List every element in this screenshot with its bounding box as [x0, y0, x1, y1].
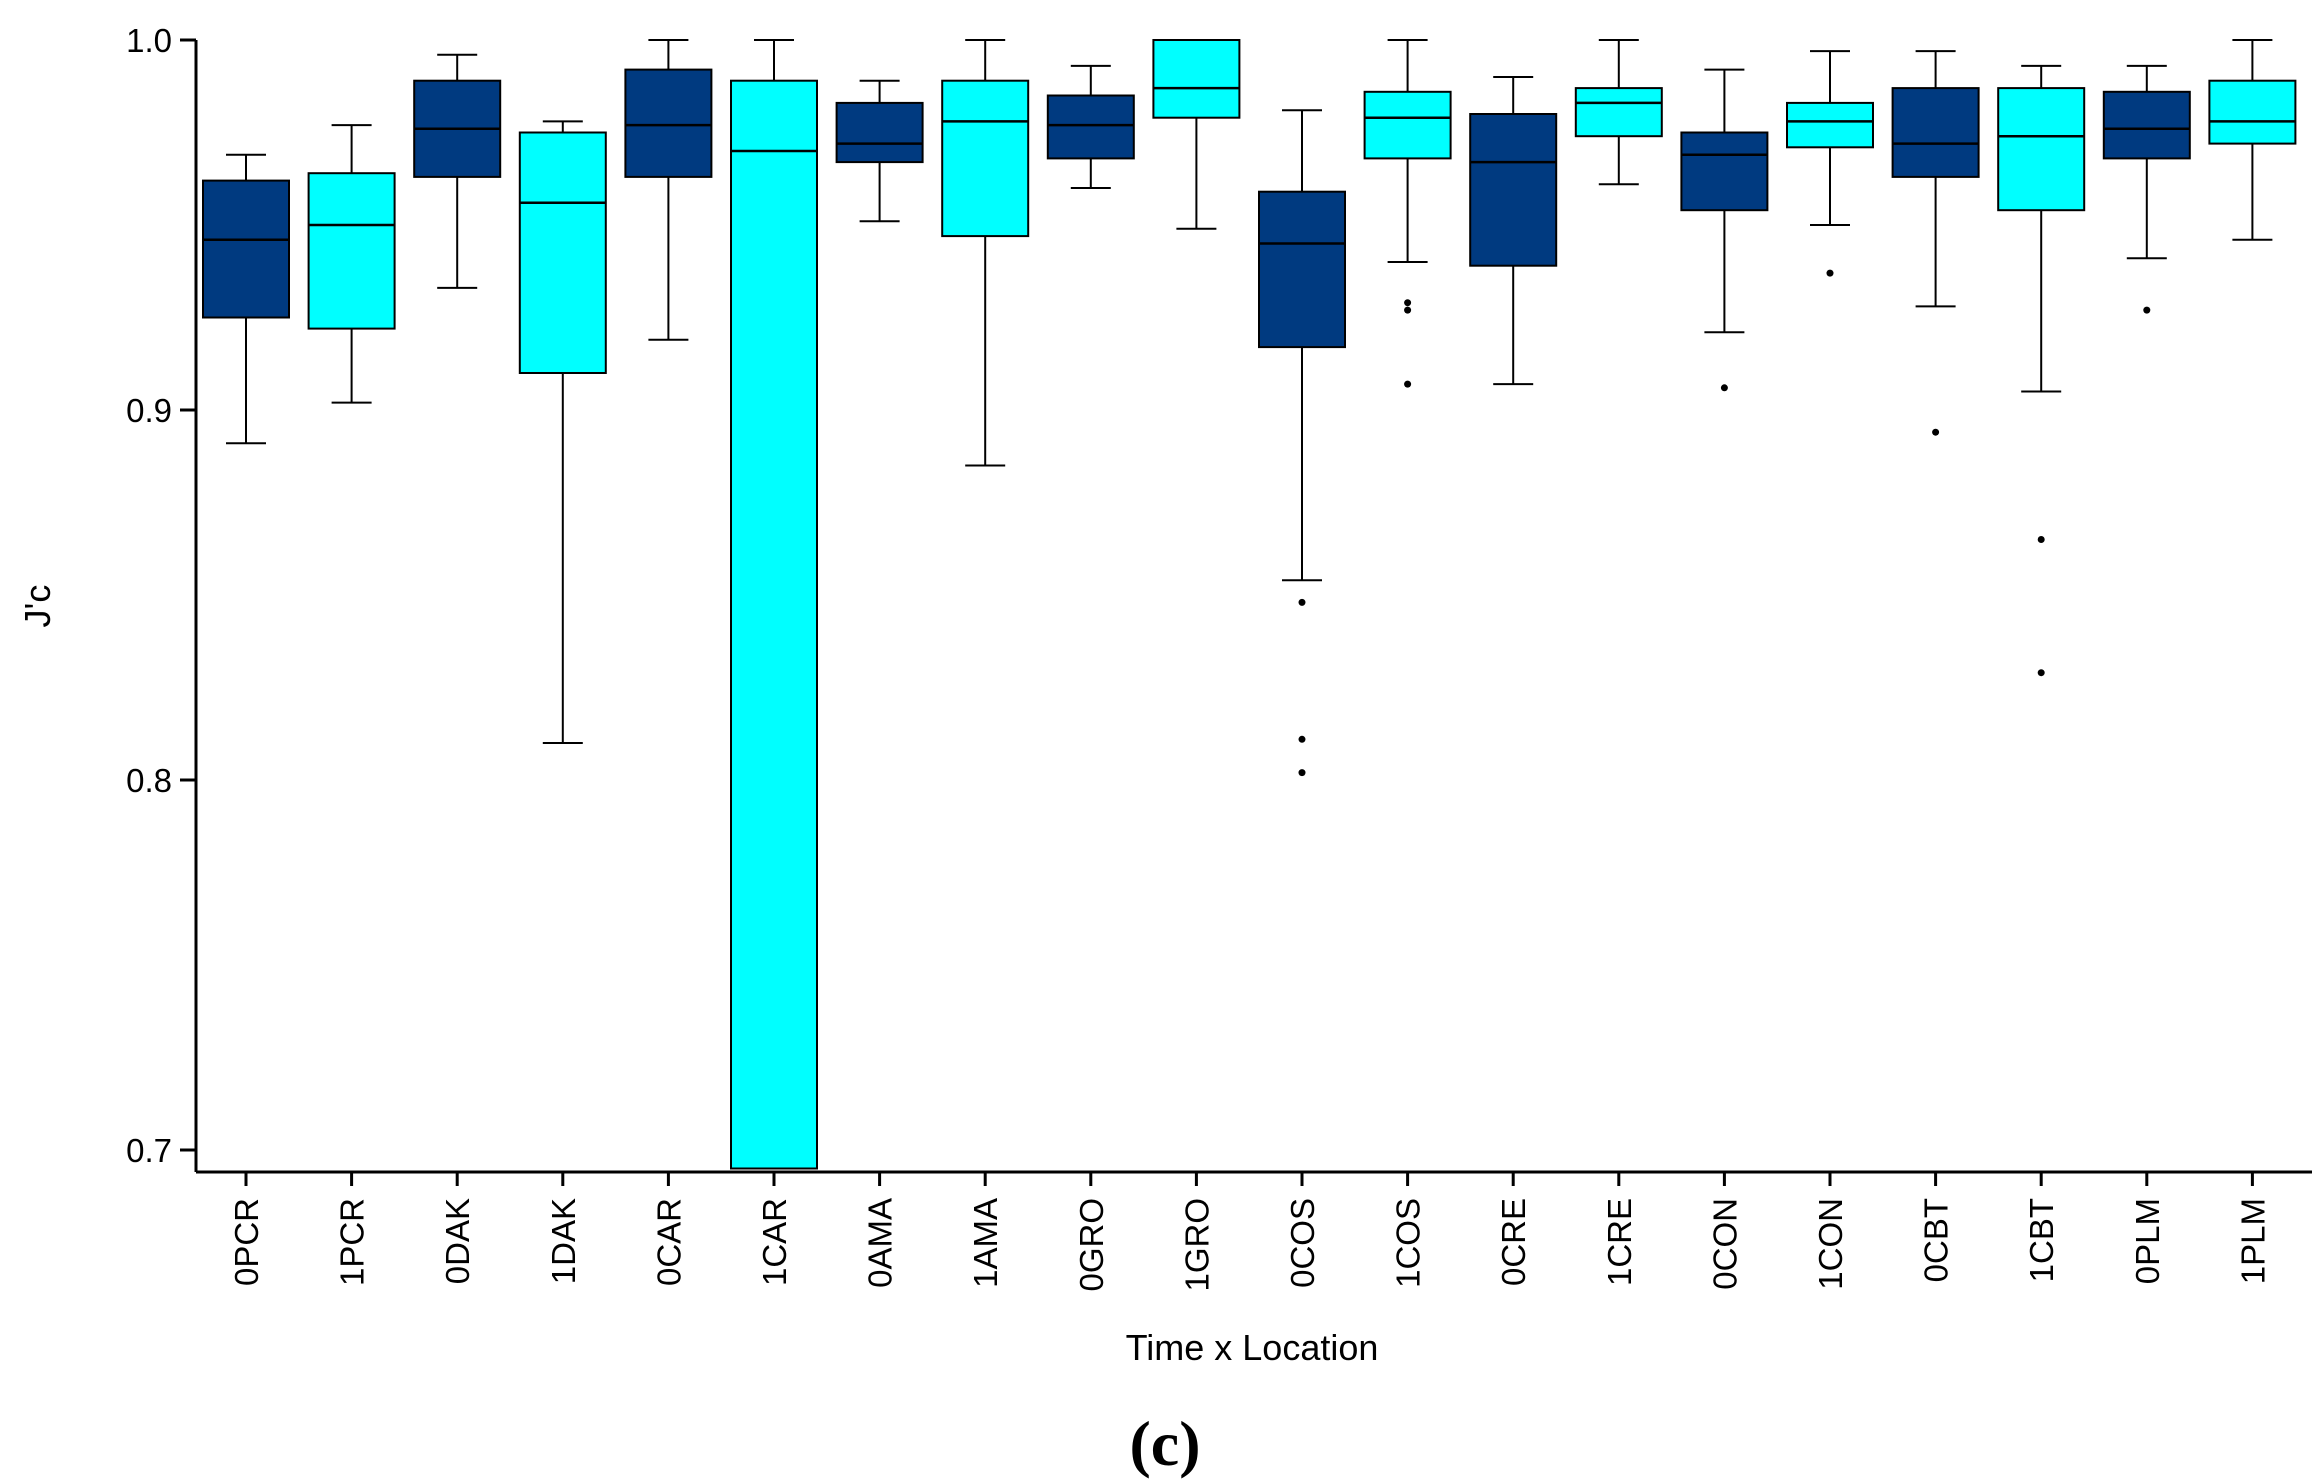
box-body [1152, 39, 1241, 119]
x-tick-label: 1CAR [756, 1198, 793, 1286]
x-tick-label: 0PLM [2129, 1198, 2166, 1284]
box-body [835, 101, 924, 164]
box-0con [1680, 68, 1769, 392]
box-1ama [941, 39, 1030, 467]
outlier-point [2037, 669, 2045, 677]
outlier-point [1298, 598, 1306, 606]
axes-layer [194, 40, 2312, 1174]
box-body [1574, 87, 1663, 138]
box-0gro [1046, 64, 1135, 189]
x-tick-label: 1PLM [2234, 1198, 2271, 1284]
box-1plm [2208, 39, 2297, 241]
box-body [730, 79, 818, 1170]
box-0plm [2102, 64, 2191, 314]
x-tick-label: 0CAR [650, 1198, 687, 1286]
x-tick-label: 0CRE [1495, 1198, 1532, 1286]
outlier-point [1298, 735, 1306, 743]
outlier-point [2037, 536, 2045, 543]
outlier-point [1932, 428, 1940, 436]
box-body [1891, 87, 1980, 178]
box-body [941, 79, 1030, 238]
box-0ama [835, 79, 924, 223]
y-tick-label: 0.7 [126, 1132, 172, 1169]
outlier-point [1404, 380, 1412, 388]
box-1con [1786, 50, 1874, 277]
x-tick-label: 1CRE [1601, 1198, 1638, 1286]
outlier-point [1720, 384, 1728, 392]
box-body [1997, 87, 2086, 212]
box-body [2208, 79, 2297, 145]
box-0cre [1469, 76, 1558, 386]
box-0cbt [1891, 50, 1980, 436]
box-body [1786, 101, 1874, 149]
x-tick-label: 0GRO [1073, 1198, 1110, 1292]
x-tick-label: 1GRO [1178, 1198, 1215, 1292]
box-body [307, 172, 396, 330]
box-body [518, 131, 607, 374]
boxes-layer [202, 39, 2297, 1170]
x-tick-label: 0AMA [862, 1198, 899, 1288]
x-tick-label: 1AMA [967, 1198, 1004, 1288]
box-0car [624, 39, 713, 341]
box-1cbt [1997, 64, 2086, 677]
box-0dak [413, 53, 502, 289]
x-tick-label: 1DAK [545, 1198, 582, 1284]
x-tick-label: 0DAK [439, 1198, 476, 1284]
box-1cos [1363, 39, 1452, 388]
box-body [1046, 94, 1135, 160]
box-body [1363, 90, 1452, 160]
box-body [1680, 131, 1769, 212]
box-body [1258, 190, 1346, 349]
box-0pcr [202, 153, 290, 445]
x-tick-label: 1PCR [334, 1198, 371, 1286]
y-tick-label: 0.8 [126, 762, 172, 799]
x-tick-label: 0CBT [1918, 1198, 1955, 1282]
box-body [624, 68, 713, 178]
box-1dak [518, 120, 607, 744]
box-body [202, 179, 290, 319]
outlier-point [2143, 306, 2151, 314]
x-tick-label: 0CON [1706, 1198, 1743, 1290]
box-body [1469, 113, 1558, 267]
x-tick-label: 0PCR [228, 1198, 265, 1286]
box-1cre [1574, 39, 1663, 186]
outlier-point [1404, 306, 1412, 314]
outlier-point [1404, 299, 1412, 307]
box-1gro [1152, 39, 1241, 230]
x-tick-label: 1CON [1812, 1198, 1849, 1290]
box-0cos [1258, 109, 1346, 777]
ticks-layer: 0.7 0.8 0.9 1.0 0PCR 1PCR 0DAK 1DAK 0CAR 1CAR 0AMA… [126, 22, 2271, 1292]
box-1car [730, 39, 818, 1170]
box-1pcr [307, 124, 396, 404]
x-axis-title: Time x Location [1126, 1327, 1379, 1368]
x-tick-label: 0COS [1284, 1198, 1321, 1288]
panel-label: (c) [1129, 1408, 1200, 1479]
x-tick-label: 1CBT [2023, 1198, 2060, 1282]
box-body [2102, 90, 2191, 160]
y-axis-title: J'c [17, 585, 58, 628]
x-tick-label: 1COS [1390, 1198, 1427, 1288]
y-tick-label: 0.9 [126, 392, 172, 429]
y-tick-label: 1.0 [126, 22, 172, 59]
outlier-point [1826, 269, 1834, 277]
outlier-point [1298, 769, 1306, 777]
